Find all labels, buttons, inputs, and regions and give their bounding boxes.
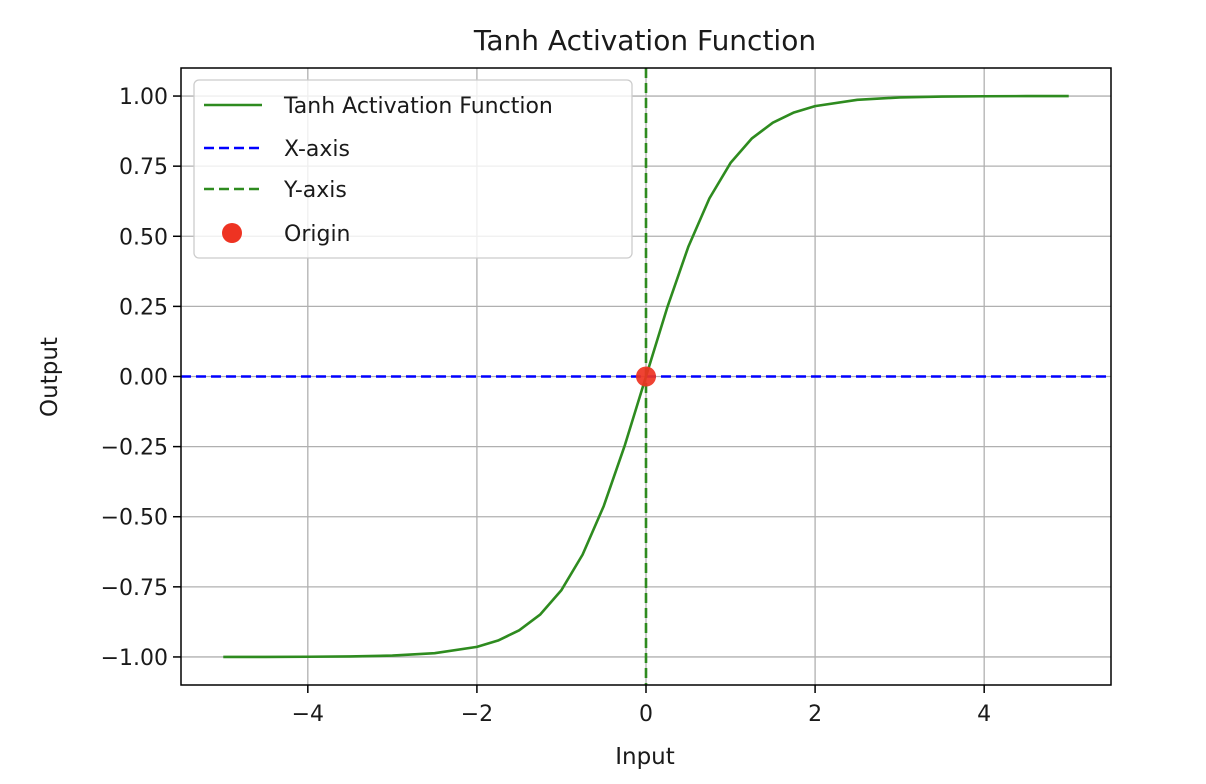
y-tick-label: 0.25 xyxy=(119,295,168,320)
origin-point xyxy=(636,366,656,387)
y-axis-title: Output xyxy=(37,337,63,417)
y-tick-label: 0.50 xyxy=(119,225,168,250)
x-tick-label: −2 xyxy=(461,702,493,727)
y-tick-label: −0.50 xyxy=(101,506,168,531)
y-tick-label: −0.75 xyxy=(101,576,168,601)
x-tick-label: 2 xyxy=(808,702,822,727)
y-tick-label: 0.75 xyxy=(119,155,168,180)
x-tick-label: −4 xyxy=(292,702,324,727)
chart-title: Tanh Activation Function xyxy=(473,24,816,57)
legend-label: Origin xyxy=(284,222,351,247)
x-axis-title: Input xyxy=(615,744,675,770)
plot-area xyxy=(181,68,1111,685)
x-tick-label: 0 xyxy=(639,702,653,727)
y-tick-label: −0.25 xyxy=(101,436,168,461)
legend-label: Tanh Activation Function xyxy=(283,94,553,119)
legend-swatch xyxy=(222,223,242,243)
legend-label: X-axis xyxy=(284,137,350,162)
y-tick-label: −1.00 xyxy=(101,646,168,671)
y-tick-label: 0.00 xyxy=(119,366,168,391)
legend-box xyxy=(193,79,633,259)
legend: Tanh Activation Function X-axis Y-axis Orig… xyxy=(193,79,633,259)
x-tick-label: 4 xyxy=(977,702,991,727)
y-tick-label: 1.00 xyxy=(119,85,168,110)
legend-label: Y-axis xyxy=(283,178,347,203)
ticks: −4 −2 0 2 4 1.00 0.75 0.50 0.25 0.00 −0.25 −0.50 −0.… xyxy=(101,85,992,727)
